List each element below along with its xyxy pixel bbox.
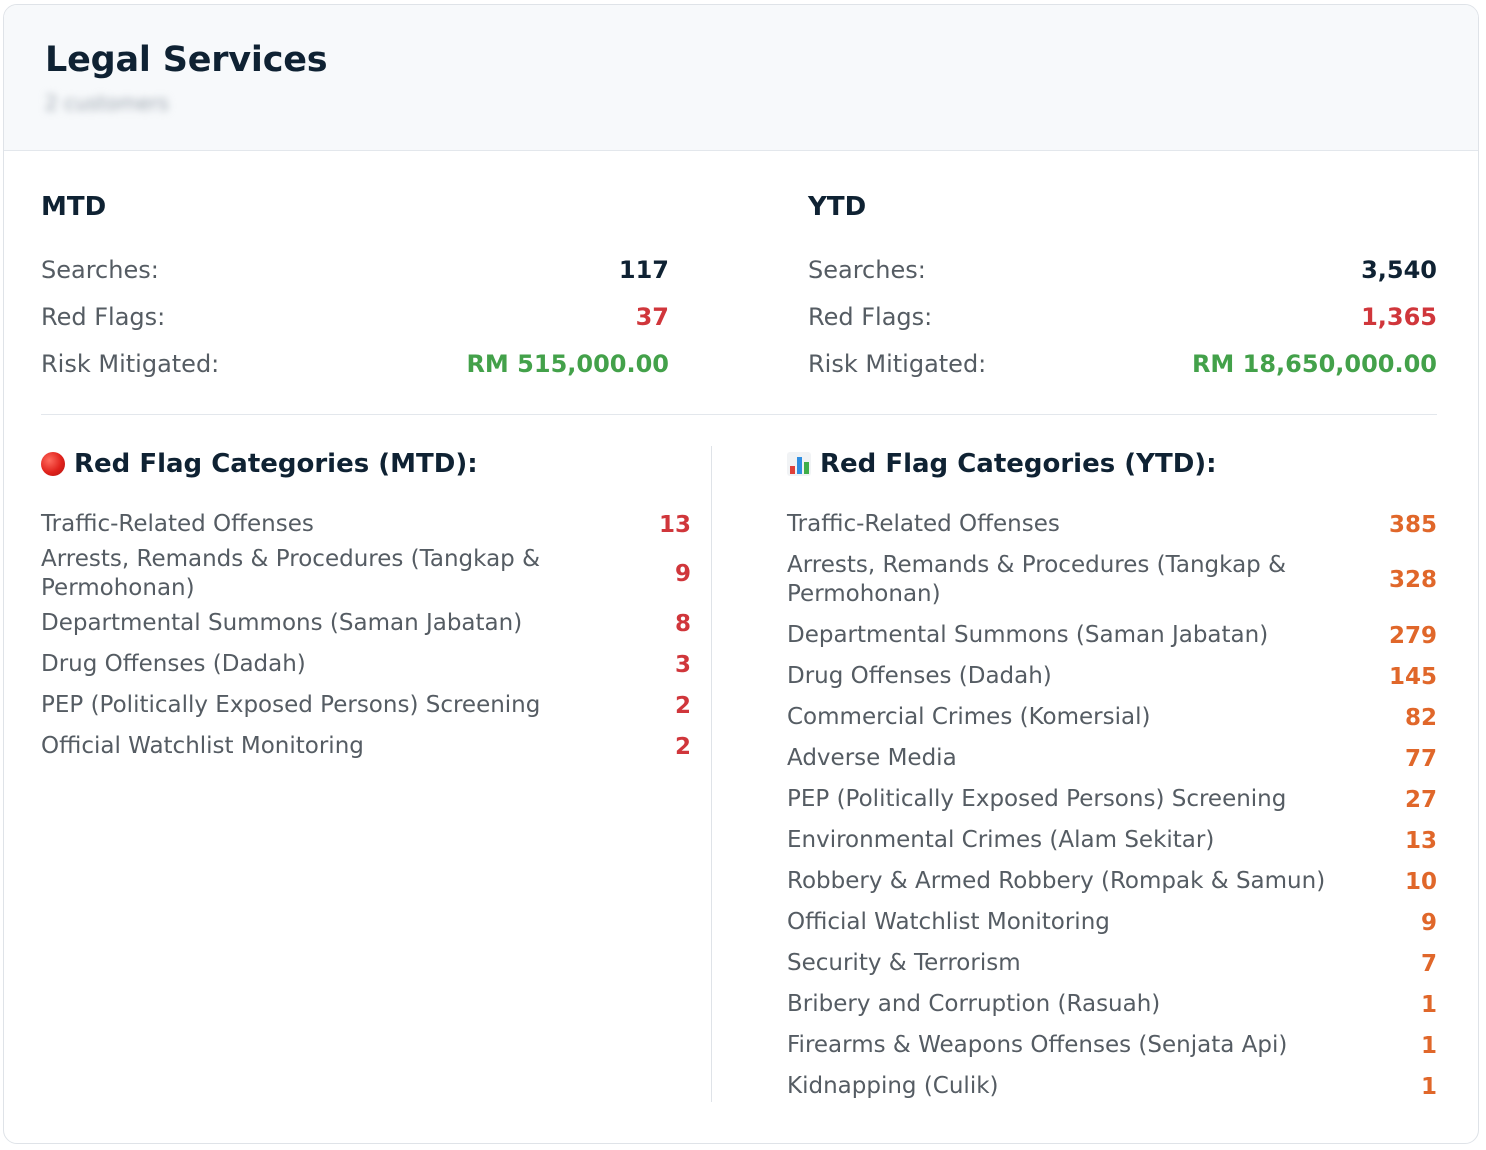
category-count: 279: [1388, 622, 1437, 649]
mtd-category-list: Traffic-Related Offenses 13 Arrests, Reman…: [41, 504, 691, 767]
category-row: Robbery & Armed Robbery (Rompak & Samun)…: [787, 861, 1437, 902]
category-label: Bribery and Corruption (Rasuah): [787, 991, 1161, 1017]
mtd-red-flags-value: 37: [635, 302, 669, 331]
mtd-categories-heading: Red Flag Categories (MTD):: [41, 446, 691, 482]
category-row: Bribery and Corruption (Rasuah) 1: [787, 984, 1437, 1025]
bar-chart-icon: [787, 452, 811, 476]
category-count: 9: [674, 561, 691, 587]
category-count: 1: [1420, 1073, 1437, 1100]
mtd-risk-row: Risk Mitigated: RM 515,000.00: [41, 340, 669, 387]
mtd-searches-value: 117: [618, 255, 669, 284]
category-count: 3: [674, 651, 691, 678]
ytd-searches-value: 3,540: [1361, 255, 1437, 284]
category-label: Kidnapping (Culik): [787, 1073, 999, 1099]
category-count: 9: [1420, 909, 1437, 936]
category-label: Environmental Crimes (Alam Sekitar): [787, 827, 1215, 853]
category-row: Arrests, Remands & Procedures (Tangkap &…: [787, 545, 1437, 615]
red-circle-icon: [41, 452, 65, 476]
category-row: Traffic-Related Offenses 385: [787, 504, 1437, 545]
summary-section: MTD Searches: 117 Red Flags: 37 Risk Mit…: [41, 190, 1437, 412]
ytd-risk-value: RM 18,650,000.00: [1191, 349, 1437, 378]
mtd-searches-row: Searches: 117: [41, 246, 669, 293]
mtd-summary: MTD Searches: 117 Red Flags: 37 Risk Mit…: [41, 190, 669, 387]
ytd-red-flags-row: Red Flags: 1,365: [808, 293, 1437, 340]
section-divider: [41, 414, 1437, 415]
category-label: Departmental Summons (Saman Jabatan): [41, 610, 523, 636]
mtd-heading: MTD: [41, 192, 107, 222]
category-count: 77: [1404, 745, 1437, 772]
category-label: PEP (Politically Exposed Persons) Screen…: [787, 786, 1287, 812]
ytd-searches-row: Searches: 3,540: [808, 246, 1437, 293]
category-label: Drug Offenses (Dadah): [41, 651, 306, 677]
category-count: 2: [674, 692, 691, 719]
category-label: Arrests, Remands & Procedures (Tangkap &…: [787, 552, 1287, 607]
category-label: Official Watchlist Monitoring: [41, 733, 364, 759]
sector-card: Legal Services 2 customers: [3, 4, 1479, 1144]
category-row: Departmental Summons (Saman Jabatan) 8: [41, 603, 691, 644]
ytd-risk-row: Risk Mitigated: RM 18,650,000.00: [808, 340, 1437, 387]
mtd-red-flags-label: Red Flags:: [41, 302, 166, 331]
ytd-categories-title: Red Flag Categories (YTD):: [820, 449, 1217, 479]
category-label: Traffic-Related Offenses: [787, 511, 1060, 537]
category-count: 82: [1404, 704, 1437, 731]
category-count: 10: [1404, 868, 1437, 895]
category-label: Departmental Summons (Saman Jabatan): [787, 622, 1269, 648]
column-divider: [711, 446, 712, 1102]
category-count: 328: [1388, 567, 1437, 593]
mtd-risk-label: Risk Mitigated:: [41, 349, 220, 378]
ytd-category-list: Traffic-Related Offenses 385 Arrests, Rema…: [787, 504, 1437, 1107]
mtd-risk-value: RM 515,000.00: [466, 349, 669, 378]
category-row: Adverse Media 77: [787, 738, 1437, 779]
category-count: 385: [1388, 511, 1437, 538]
category-count: 13: [658, 511, 691, 538]
mtd-categories: Red Flag Categories (MTD): Traffic-Relat…: [41, 446, 691, 767]
category-label: Adverse Media: [787, 745, 957, 771]
category-label: Robbery & Armed Robbery (Rompak & Samun): [787, 868, 1326, 894]
category-label: Drug Offenses (Dadah): [787, 663, 1052, 689]
card-title: Legal Services: [45, 40, 328, 80]
category-row: Commercial Crimes (Komersial) 82: [787, 697, 1437, 738]
mtd-categories-title: Red Flag Categories (MTD):: [74, 449, 478, 479]
category-row: Traffic-Related Offenses 13: [41, 504, 691, 545]
category-row: PEP (Politically Exposed Persons) Screen…: [787, 779, 1437, 820]
category-row: Kidnapping (Culik) 1: [787, 1066, 1437, 1107]
ytd-categories-heading: Red Flag Categories (YTD):: [787, 446, 1437, 482]
category-row: Security & Terrorism 7: [787, 943, 1437, 984]
category-row: Official Watchlist Monitoring 2: [41, 726, 691, 767]
category-count: 13: [1404, 827, 1437, 854]
category-count: 1: [1420, 991, 1437, 1018]
category-row: Departmental Summons (Saman Jabatan) 279: [787, 615, 1437, 656]
category-label: Firearms & Weapons Offenses (Senjata Api…: [787, 1032, 1288, 1058]
category-label: Traffic-Related Offenses: [41, 511, 314, 537]
category-row: Arrests, Remands & Procedures (Tangkap &…: [41, 545, 691, 603]
ytd-categories: Red Flag Categories (YTD): Traffic-Relat…: [787, 446, 1437, 1107]
category-row: Firearms & Weapons Offenses (Senjata Api…: [787, 1025, 1437, 1066]
ytd-risk-label: Risk Mitigated:: [808, 349, 987, 378]
category-label: PEP (Politically Exposed Persons) Screen…: [41, 692, 541, 718]
ytd-red-flags-label: Red Flags:: [808, 302, 933, 331]
customer-count: 2 customers: [45, 91, 169, 115]
category-count: 27: [1404, 786, 1437, 813]
category-row: Environmental Crimes (Alam Sekitar) 13: [787, 820, 1437, 861]
category-row: Official Watchlist Monitoring 9: [787, 902, 1437, 943]
category-count: 2: [674, 733, 691, 760]
category-count: 8: [674, 610, 691, 637]
category-count: 145: [1388, 663, 1437, 690]
category-row: Drug Offenses (Dadah) 145: [787, 656, 1437, 697]
category-row: PEP (Politically Exposed Persons) Screen…: [41, 685, 691, 726]
category-label: Commercial Crimes (Komersial): [787, 704, 1151, 730]
ytd-red-flags-value: 1,365: [1361, 302, 1437, 331]
ytd-summary: YTD Searches: 3,540 Red Flags: 1,365 Ris…: [808, 190, 1437, 387]
category-label: Arrests, Remands & Procedures (Tangkap &…: [41, 546, 541, 601]
category-count: 1: [1420, 1032, 1437, 1059]
mtd-red-flags-row: Red Flags: 37: [41, 293, 669, 340]
ytd-searches-label: Searches:: [808, 255, 926, 284]
ytd-heading: YTD: [808, 192, 867, 222]
category-count: 7: [1420, 950, 1437, 977]
category-label: Official Watchlist Monitoring: [787, 909, 1110, 935]
card-header: Legal Services 2 customers: [4, 5, 1478, 151]
category-label: Security & Terrorism: [787, 950, 1021, 976]
category-row: Drug Offenses (Dadah) 3: [41, 644, 691, 685]
mtd-searches-label: Searches:: [41, 255, 159, 284]
